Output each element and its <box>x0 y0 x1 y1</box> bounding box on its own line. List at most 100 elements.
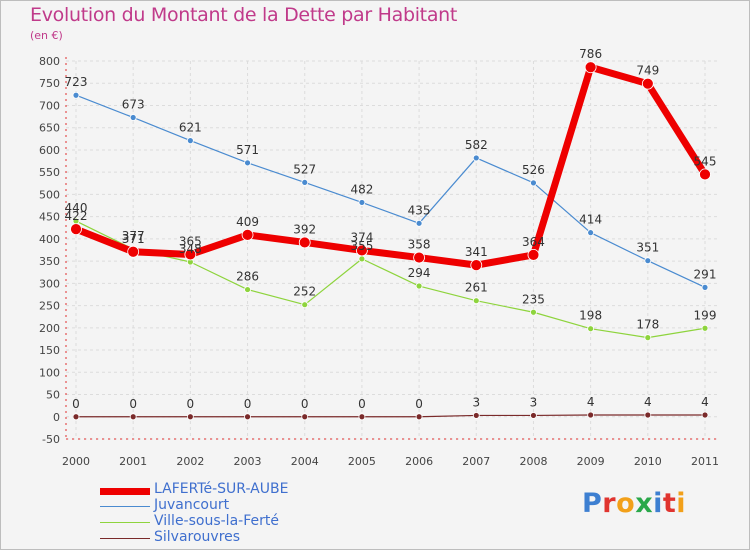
data-point-silvarouvres <box>72 413 80 421</box>
data-label-ville: 355 <box>350 239 373 253</box>
data-label-juvancourt: 723 <box>65 75 88 89</box>
data-point-ville <box>701 324 709 332</box>
y-tick-label: 450 <box>39 211 60 224</box>
x-tick-label: 2002 <box>176 455 204 468</box>
data-point-juvancourt <box>701 283 709 291</box>
data-label-ville: 377 <box>122 229 145 243</box>
series-line-juvancourt <box>75 94 706 288</box>
data-point-silvarouvres <box>129 413 137 421</box>
data-label-juvancourt: 291 <box>694 267 717 281</box>
y-tick-label: 100 <box>39 366 60 379</box>
x-tick-label: 2004 <box>291 455 319 468</box>
x-tick-label: 2008 <box>519 455 547 468</box>
legend-label-juvancourt: Juvancourt <box>154 497 230 513</box>
series-line-ville <box>75 220 706 339</box>
data-point-silvarouvres <box>472 412 480 419</box>
data-point-ville <box>644 334 652 342</box>
data-point-lafert <box>241 228 254 241</box>
proxiti-logo: Proxiti <box>582 488 687 519</box>
chart-title: Evolution du Montant de la Dette par Hab… <box>30 4 458 26</box>
data-label-silvarouvres: 0 <box>72 397 80 411</box>
data-label-silvarouvres: 0 <box>301 397 309 411</box>
y-tick-label: 650 <box>39 122 60 135</box>
data-point-ville <box>530 308 537 316</box>
data-label-ville: 198 <box>579 309 602 323</box>
data-label-juvancourt: 673 <box>122 97 145 111</box>
data-label-juvancourt: 414 <box>579 213 602 227</box>
data-label-lafert: 341 <box>465 245 488 259</box>
y-tick-label: 150 <box>39 344 60 357</box>
data-label-ville: 178 <box>636 318 659 332</box>
x-tick-label: 2003 <box>234 455 262 468</box>
y-tick-label: 250 <box>39 300 60 313</box>
data-point-juvancourt <box>72 91 80 99</box>
data-label-silvarouvres: 0 <box>358 397 366 411</box>
data-label-ville: 348 <box>179 242 202 256</box>
data-point-juvancourt <box>358 199 366 206</box>
legend-swatch-silvarouvres <box>100 538 150 539</box>
series-line-silvarouvres <box>75 414 706 418</box>
legend-item-juvancourt: Juvancourt <box>100 497 360 514</box>
data-point-ville <box>587 325 595 333</box>
data-point-ville <box>244 286 251 293</box>
data-point-ville <box>301 301 309 309</box>
y-tick-label: 300 <box>39 277 60 290</box>
data-label-juvancourt: 621 <box>179 121 202 135</box>
data-label-silvarouvres: 0 <box>244 397 252 411</box>
data-label-lafert: 422 <box>65 209 88 223</box>
data-label-ville: 286 <box>236 270 259 284</box>
data-label-lafert: 409 <box>236 215 259 229</box>
y-tick-label: 600 <box>39 144 60 157</box>
data-point-lafert <box>184 248 197 261</box>
legend-item-ville: Ville-sous-la-Ferté <box>100 513 360 530</box>
data-label-lafert: 364 <box>522 235 545 249</box>
data-label-ville: 199 <box>694 308 717 322</box>
legend-label-lafert: LAFERTé-SUR-AUBE <box>154 481 289 497</box>
data-label-silvarouvres: 0 <box>415 397 423 411</box>
y-tick-label: 800 <box>39 55 60 68</box>
y-tick-label: 550 <box>39 166 60 179</box>
legend-item-lafert: LAFERTé-SUR-AUBE <box>100 481 360 498</box>
y-tick-label: 350 <box>39 255 60 268</box>
data-label-juvancourt: 482 <box>350 182 373 196</box>
data-point-lafert <box>127 245 140 258</box>
data-point-lafert <box>413 251 425 264</box>
legend-swatch-juvancourt <box>100 506 150 507</box>
data-label-silvarouvres: 3 <box>530 395 538 409</box>
data-point-lafert <box>470 259 483 272</box>
data-point-juvancourt <box>129 114 137 121</box>
x-tick-label: 2007 <box>462 455 490 468</box>
x-tick-label: 2006 <box>405 455 433 468</box>
data-label-lafert: 392 <box>293 222 316 236</box>
data-label-lafert: 365 <box>179 234 202 248</box>
data-label-juvancourt: 527 <box>293 162 316 176</box>
data-point-juvancourt <box>472 154 480 162</box>
data-label-ville: 252 <box>293 285 316 299</box>
data-label-ville: 235 <box>522 292 545 306</box>
chart-subtitle: (en €) <box>30 29 63 42</box>
y-tick-label: 400 <box>39 233 60 246</box>
data-label-ville: 440 <box>65 201 88 215</box>
y-tick-label: -50 <box>42 433 60 446</box>
data-label-silvarouvres: 3 <box>472 395 480 409</box>
data-point-juvancourt <box>301 179 309 186</box>
data-label-juvancourt: 582 <box>465 138 488 152</box>
data-point-juvancourt <box>186 137 194 145</box>
data-label-ville: 261 <box>465 281 488 295</box>
legend-swatch-ville <box>100 522 150 523</box>
x-tick-label: 2011 <box>691 455 719 468</box>
data-point-silvarouvres <box>186 413 194 421</box>
x-tick-label: 2009 <box>577 455 605 468</box>
data-point-silvarouvres <box>358 413 366 421</box>
data-point-juvancourt <box>244 159 251 167</box>
data-point-juvancourt <box>415 219 423 227</box>
legend-item-silvarouvres: Silvarouvres <box>100 529 360 546</box>
data-point-silvarouvres <box>415 413 423 421</box>
data-label-silvarouvres: 4 <box>701 395 709 409</box>
data-label-silvarouvres: 0 <box>129 397 137 411</box>
data-point-juvancourt <box>644 257 652 265</box>
data-label-ville: 294 <box>408 266 431 280</box>
data-label-silvarouvres: 4 <box>644 395 652 409</box>
data-point-ville <box>415 282 423 290</box>
